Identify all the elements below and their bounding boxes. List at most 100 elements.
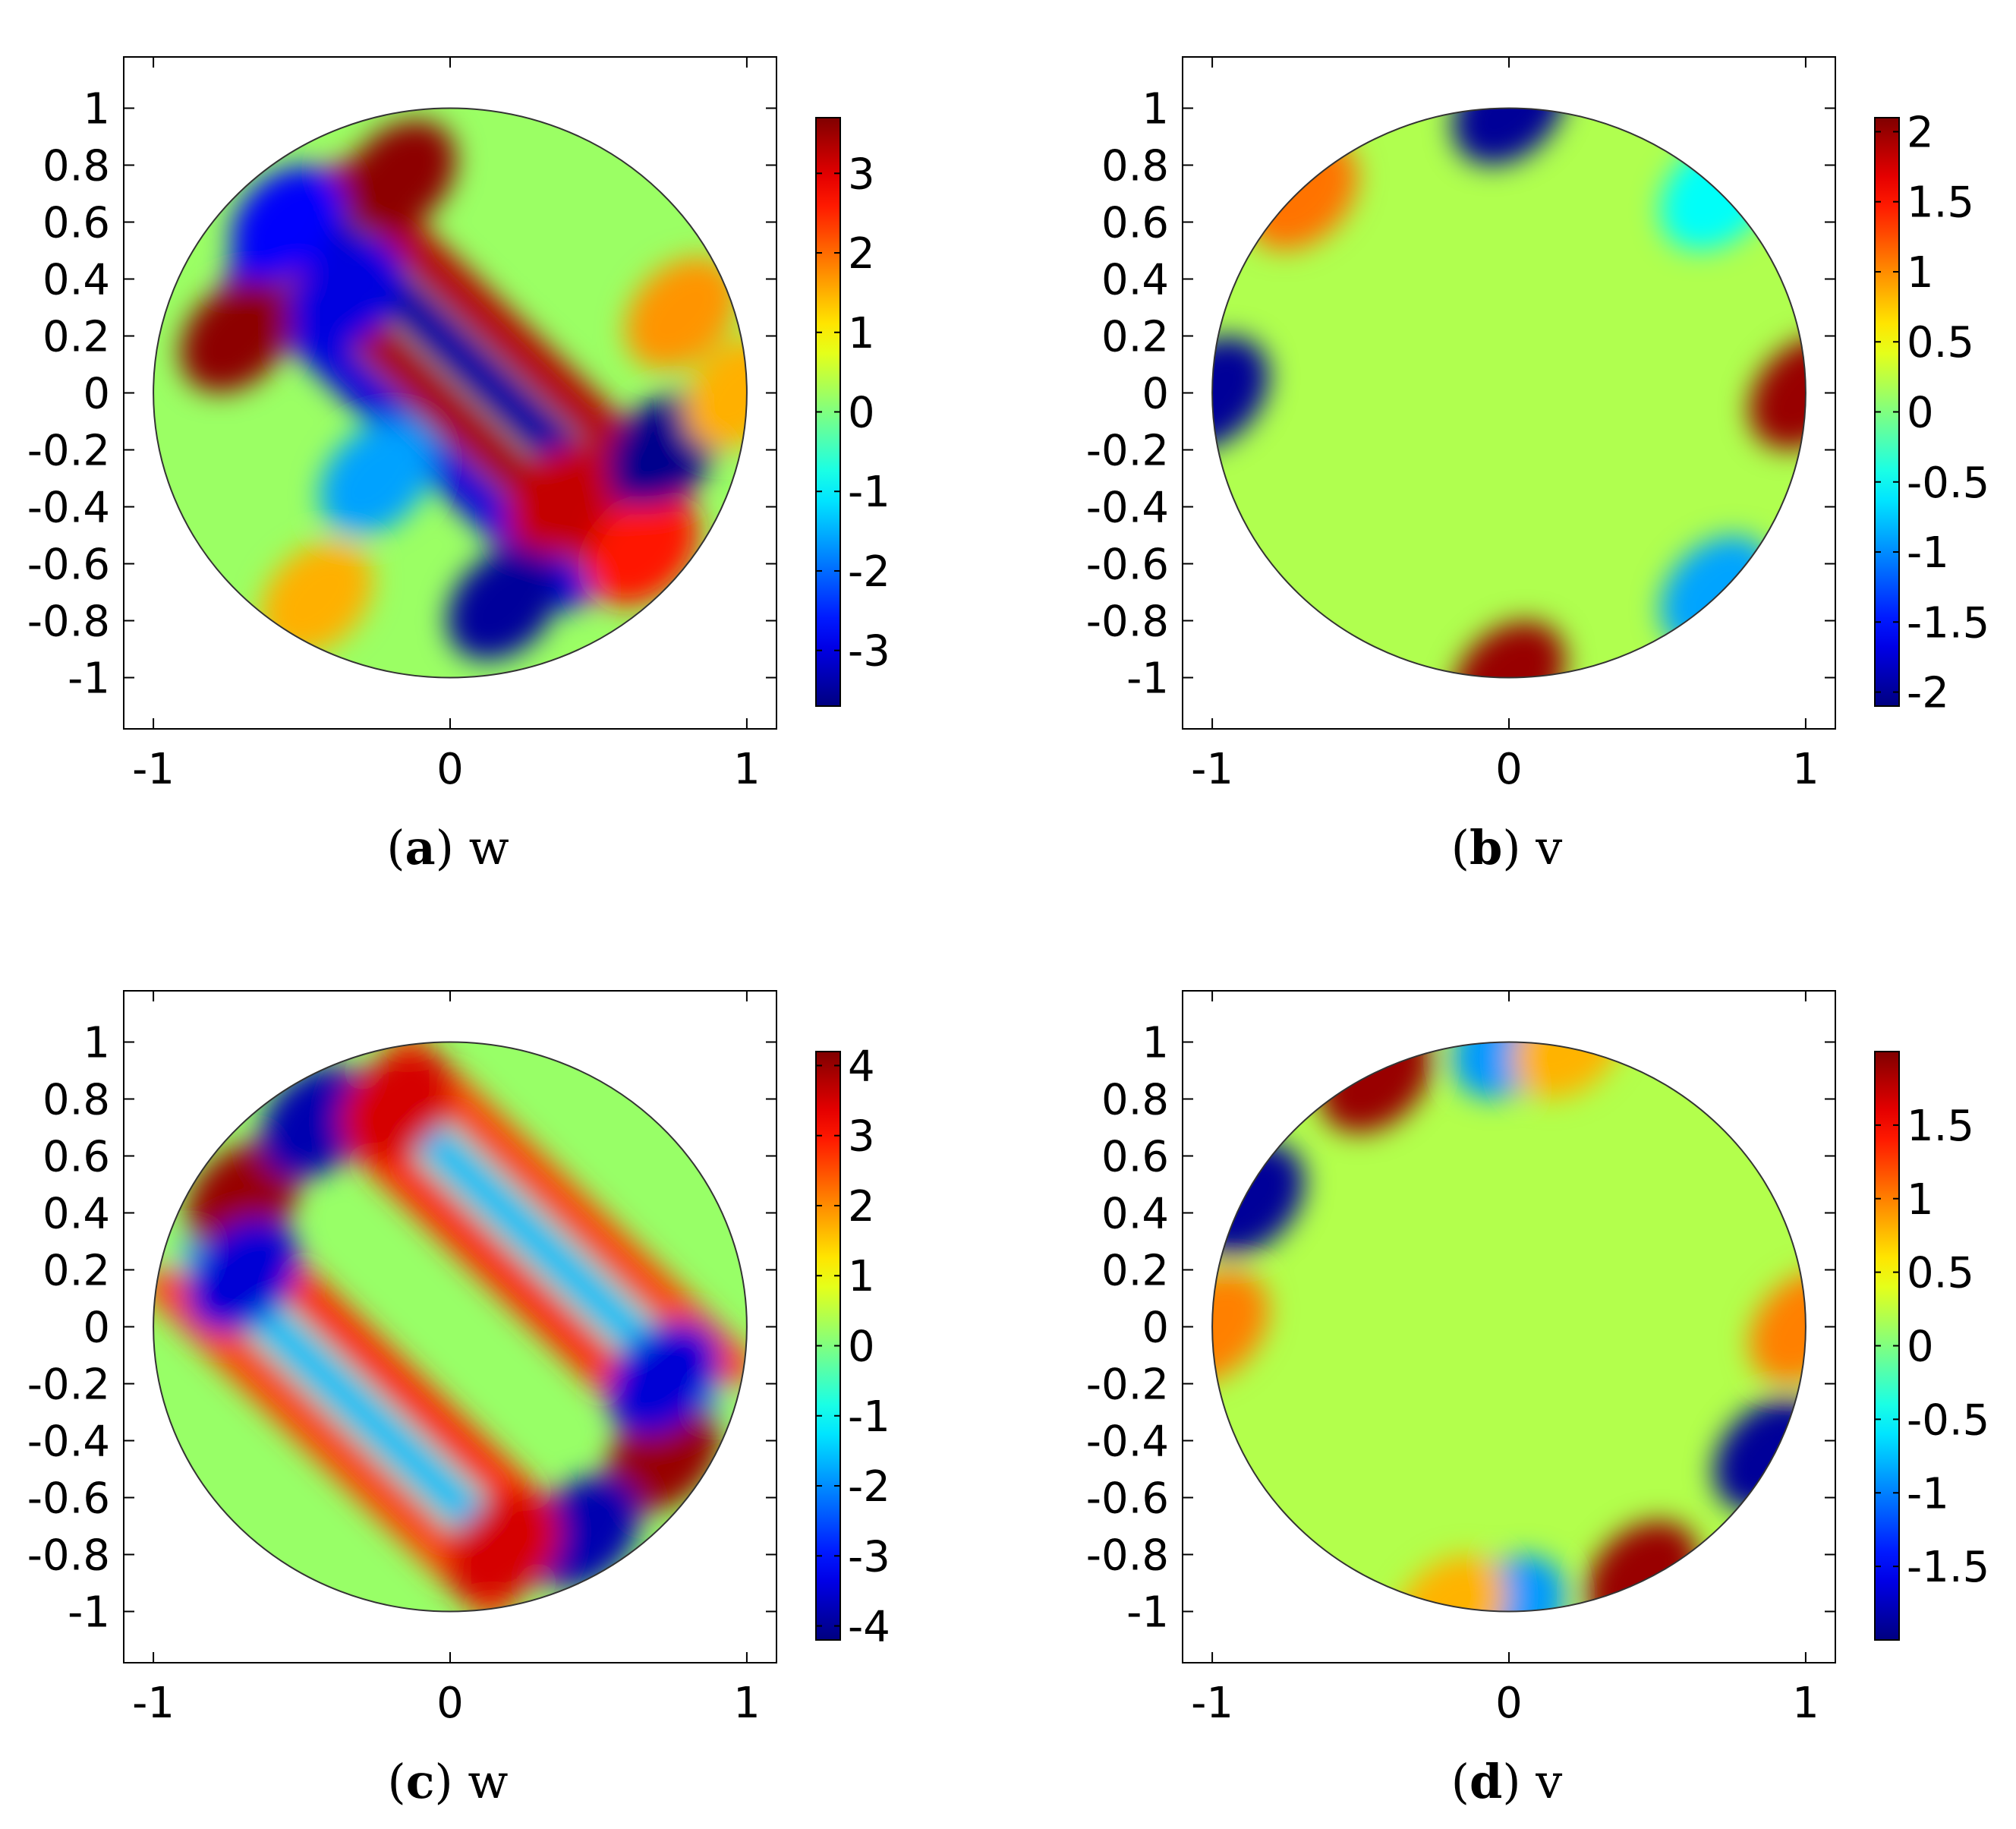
colorbar-tick-label: -1 [1907, 528, 1949, 578]
field-extremum [684, 336, 747, 449]
colorbar-tick-label: 2 [848, 1182, 875, 1231]
y-tick-label: -1 [1126, 654, 1169, 704]
colorbar-tick-label: 1.5 [1907, 1102, 1974, 1151]
x-tick-label: 0 [436, 1679, 464, 1728]
colorbar-tick-label: -4 [848, 1603, 890, 1652]
y-tick-label: 0.6 [43, 199, 110, 248]
y-tick-label: -0.4 [27, 484, 110, 533]
field-disk [153, 1042, 747, 1612]
field-extremum [506, 444, 619, 558]
field-stripe [153, 1267, 512, 1612]
field-extremum [340, 1048, 454, 1162]
x-tick-label: 0 [436, 745, 464, 794]
colorbar-tick-label: 4 [848, 1042, 875, 1091]
y-tick-label: 1 [83, 1019, 110, 1068]
colorbar-tick-label: -3 [848, 627, 890, 676]
y-tick-label: -0.2 [27, 427, 110, 476]
field-extremum [446, 1492, 560, 1606]
y-tick-label: -1 [1126, 1588, 1169, 1638]
caption-b: (b) v [1451, 820, 1563, 875]
field-disk [1212, 1042, 1806, 1612]
field-extremum [260, 541, 373, 654]
y-tick-label: -0.6 [27, 541, 110, 590]
colorbar-tick-label: -3 [848, 1532, 890, 1581]
field-background [1212, 1042, 1806, 1612]
x-tick-label: -1 [132, 745, 175, 794]
y-tick-label: 0.2 [43, 313, 110, 362]
field-extremum [1212, 336, 1269, 449]
colorbar-tick-label: 0.5 [1907, 318, 1974, 367]
colorbar-tick-label: -2 [848, 547, 890, 597]
y-tick-label: -0.4 [1086, 1417, 1169, 1467]
y-tick-label: 0 [83, 1304, 110, 1353]
y-tick-label: 1 [83, 85, 110, 134]
field-extremum [446, 547, 560, 661]
colorbar-tick-label: 3 [848, 1112, 875, 1162]
field-background [1212, 108, 1806, 678]
y-tick-label: 0.8 [1101, 142, 1169, 191]
y-tick-label: 1 [1142, 1019, 1169, 1068]
y-tick-label: 0.2 [43, 1247, 110, 1296]
y-tick-label: 0.4 [43, 256, 110, 305]
plot-d: -1 0 1 1 0.8 0.6 0.4 0.2 0 -0.2 -0.4 -0.6 -0.8 -1 1.5 1… [1086, 990, 1989, 1728]
field-stripe [389, 1042, 747, 1386]
x-tick-label: -1 [132, 1679, 175, 1728]
y-tick-label: 0.2 [1101, 313, 1169, 362]
caption-a: (a) w [386, 820, 509, 875]
y-tick-label: -1 [68, 654, 110, 704]
y-tick-label: -0.8 [1086, 598, 1169, 647]
disk-outline [153, 1041, 748, 1613]
y-tick-label: -0.6 [1086, 541, 1169, 590]
colorbar-tick-label: 3 [848, 150, 875, 199]
colorbar-tick-label: 2 [1907, 108, 1934, 157]
disk-outline [1211, 107, 1807, 679]
y-tick-label: 0 [1142, 370, 1169, 419]
colorbar-tick-label: 1 [1907, 1175, 1934, 1225]
field-extremum [1452, 621, 1566, 678]
colorbar-tick-label: 0 [848, 389, 875, 438]
x-tick-label: -1 [1191, 745, 1233, 794]
y-tick-label: 0.4 [1101, 1190, 1169, 1239]
y-tick-label: -0.2 [1086, 427, 1169, 476]
caption-c: (c) w [387, 1754, 509, 1809]
field-extremum [1749, 1270, 1806, 1383]
y-tick-label: -0.4 [1086, 484, 1169, 533]
field-disk [1212, 108, 1806, 678]
field-disk [153, 108, 747, 678]
x-tick-label: -1 [1191, 1679, 1233, 1728]
colorbar-tick-label: 0 [848, 1323, 875, 1372]
y-tick-label: -0.6 [1086, 1474, 1169, 1524]
y-tick-label: -0.2 [1086, 1361, 1169, 1410]
y-tick-label: 0.2 [1101, 1247, 1169, 1296]
colorbar-tick-label: -2 [1907, 669, 1949, 718]
colorbar-tick-label: 2 [848, 229, 875, 279]
y-tick-label: 0.8 [43, 142, 110, 191]
x-tick-label: 0 [1495, 745, 1523, 794]
field-extremum [289, 236, 403, 350]
field-extremum [625, 257, 739, 370]
field-extremum [343, 120, 456, 233]
x-tick-label: 1 [1792, 745, 1819, 794]
colorbar-tick-label: 1 [848, 1252, 875, 1301]
plot-b: -1 0 1 1 0.8 0.6 0.4 0.2 0 -0.2 -0.4 -0.6 -0.8 -1 2 1.5… [1086, 56, 1989, 794]
x-tick-label: 1 [1792, 1679, 1819, 1728]
field-extremum [185, 1219, 299, 1332]
panel-b: -1 0 1 1 0.8 0.6 0.4 0.2 0 -0.2 -0.4 -0.6 -0.8 -1 2 1.5… [1059, 0, 2016, 896]
caption-d: (d) v [1451, 1754, 1563, 1809]
colorbar-tick-label: 0 [1907, 389, 1934, 438]
field-extremum [319, 421, 433, 535]
y-tick-label: 0.8 [43, 1076, 110, 1125]
plot-c: -1 0 1 1 0.8 0.6 0.4 0.2 0 -0.2 -0.4 -0.6 -0.8 -1 4 3 2 1… [27, 990, 890, 1728]
field-extremum [607, 1321, 720, 1435]
colorbar-tick-label: 1 [1907, 248, 1934, 298]
y-tick-label: 0.4 [43, 1190, 110, 1239]
y-tick-label: 0 [83, 370, 110, 419]
y-tick-label: 0.6 [1101, 1133, 1169, 1182]
field-extremum [586, 493, 700, 607]
y-tick-label: 0.4 [1101, 256, 1169, 305]
y-tick-label: -0.8 [27, 1531, 110, 1581]
field-extremum [180, 279, 293, 393]
y-tick-label: -0.4 [27, 1417, 110, 1467]
plot-a: -1 0 1 1 0.8 0.6 0.4 0.2 0 -0.2 -0.4 -0.6 -0.8 -1 3 2 1 0… [27, 56, 890, 794]
field-background [153, 1042, 747, 1612]
